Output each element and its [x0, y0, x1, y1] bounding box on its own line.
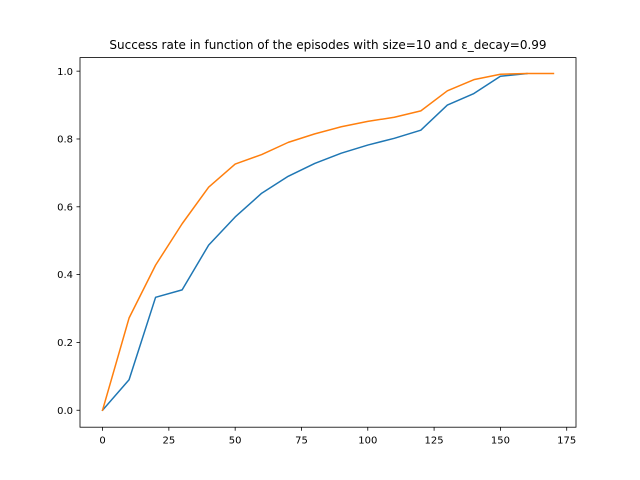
x-tick-label: 0	[99, 436, 105, 447]
y-tick-label: 0.8	[57, 135, 73, 146]
y-tick-label: 1.0	[57, 67, 73, 78]
series-line-1	[101, 72, 528, 412]
x-axis: 0 25 50 75 100 125 150 175	[99, 427, 576, 447]
y-tick-label: 0.0	[57, 406, 73, 417]
x-tick-label: 125	[425, 436, 444, 447]
y-tick-label: 0.2	[57, 338, 73, 349]
y-tick-label: 0.6	[57, 202, 73, 213]
x-tick-label: 100	[358, 436, 377, 447]
y-axis: 0.0 0.2 0.4 0.6 0.8 1.0	[57, 67, 80, 417]
x-tick-label: 25	[162, 436, 175, 447]
series-line-2	[101, 72, 555, 412]
x-tick-label: 75	[295, 436, 308, 447]
x-tick-label: 50	[229, 436, 242, 447]
x-tick-label: 175	[557, 436, 576, 447]
plot-frame	[79, 57, 577, 428]
x-tick-label: 150	[491, 436, 510, 447]
plot-lines	[101, 72, 555, 412]
chart-title: Success rate in function of the episodes…	[109, 38, 546, 52]
y-tick-label: 0.4	[57, 270, 73, 281]
